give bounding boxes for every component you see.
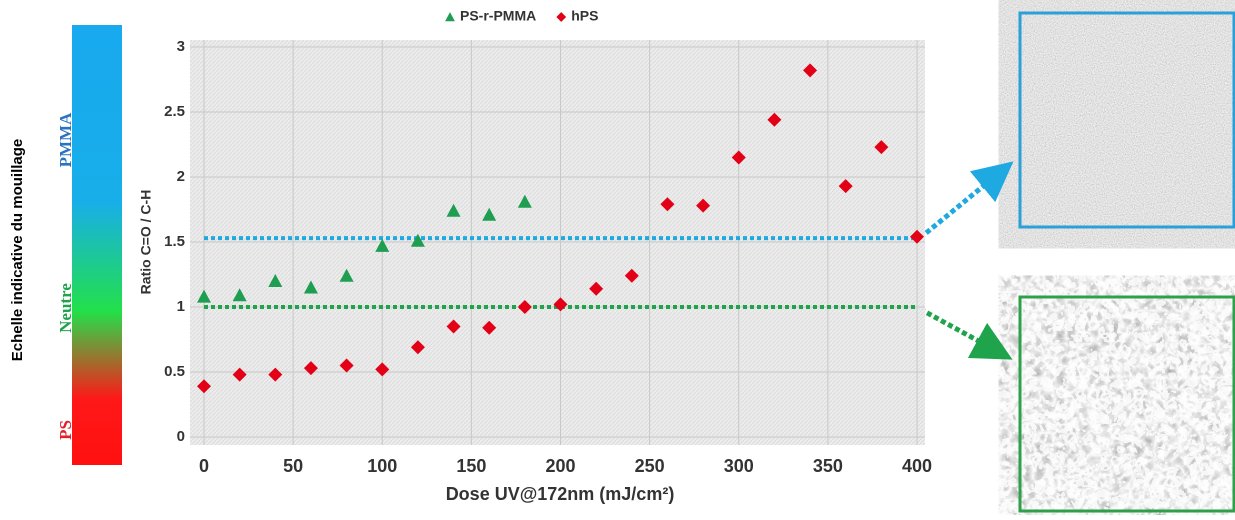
arrow (918, 161, 1014, 240)
y-tick-label: 3 (177, 38, 185, 55)
data-point (660, 197, 675, 212)
y-tick-label: 2 (177, 168, 185, 185)
data-point (339, 268, 354, 282)
scale-label: Echelle indicative du mouillage (9, 139, 26, 362)
y-tick-label: 2.5 (164, 103, 185, 120)
data-point (517, 300, 532, 314)
scale-level-label: PS (56, 420, 75, 440)
data-point (446, 203, 461, 217)
data-point (553, 297, 568, 312)
x-tick-label: 50 (283, 456, 303, 476)
data-point (517, 194, 532, 208)
data-point (268, 367, 283, 382)
data-point (375, 238, 390, 252)
data-point (339, 358, 354, 373)
image-border (1018, 11, 1235, 229)
data-point (482, 320, 497, 335)
data-point (410, 340, 425, 355)
sem-image (1020, 297, 1234, 511)
data-point (624, 268, 639, 283)
arrow (918, 306, 1013, 360)
data-point (197, 289, 211, 303)
data-point (303, 280, 318, 294)
data-point (803, 63, 818, 78)
x-tick-label: 100 (367, 456, 397, 476)
wetting-scale-bar (72, 25, 122, 465)
x-tick-label: 350 (813, 456, 843, 476)
data-point (731, 150, 746, 165)
data-point (589, 281, 604, 296)
data-point (874, 140, 889, 155)
x-tick-label: 400 (902, 456, 932, 476)
y-tick-label: 1.5 (164, 233, 185, 250)
data-point (232, 367, 247, 382)
x-tick-label: 250 (635, 456, 665, 476)
x-tick-label: 150 (456, 456, 486, 476)
y-tick-label: 1 (177, 298, 185, 315)
x-axis-label: Dose UV@172nm (mJ/cm²) (446, 484, 675, 504)
y-axis-label: Ratio C=O / C-H (138, 190, 154, 295)
legend-marker (445, 12, 455, 22)
legend-marker (556, 12, 567, 22)
data-point (910, 229, 924, 244)
data-point (197, 379, 211, 394)
sem-image (1020, 13, 1234, 227)
data-point (375, 362, 390, 377)
scale-level-label: Neutre (56, 283, 75, 333)
data-point (410, 233, 425, 247)
data-point (446, 319, 461, 334)
y-tick-label: 0 (177, 428, 185, 445)
legend-label: PS-r-PMMA (460, 8, 536, 24)
x-tick-label: 300 (724, 456, 754, 476)
scale-level-label: PMMA (56, 112, 75, 167)
legend-label: hPS (571, 8, 598, 24)
data-point (482, 207, 497, 221)
image-border (1018, 295, 1235, 513)
x-tick-label: 200 (545, 456, 575, 476)
data-point (232, 288, 247, 302)
data-point (268, 274, 283, 287)
y-tick-label: 0.5 (164, 363, 185, 380)
data-point (838, 179, 853, 194)
sem-images (1018, 11, 1235, 513)
data-point (696, 198, 711, 213)
data-point (767, 112, 782, 127)
x-tick-label: 0 (199, 456, 209, 476)
data-point (303, 361, 318, 376)
